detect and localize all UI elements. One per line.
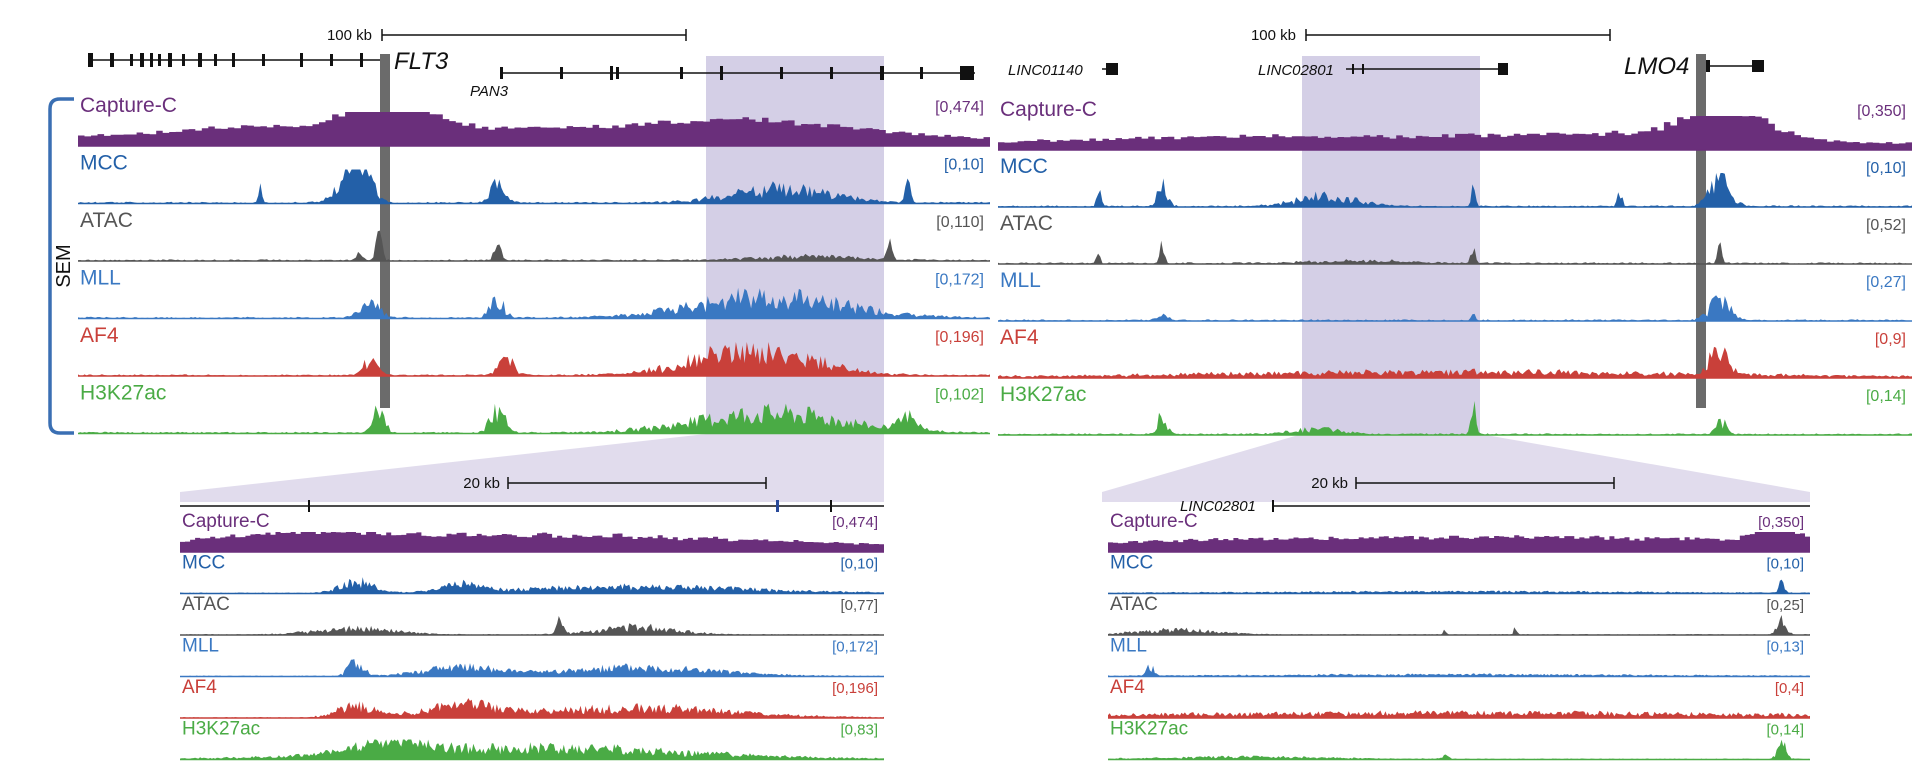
track-range: [0,9] bbox=[1875, 331, 1906, 348]
track-label: Capture-C bbox=[80, 94, 177, 117]
signal-af4-top-left bbox=[78, 342, 990, 376]
track-range: [0,10] bbox=[1766, 556, 1804, 573]
track-label: ATAC bbox=[80, 209, 133, 232]
track-label: H3K27ac bbox=[182, 719, 260, 740]
track-label: ATAC bbox=[182, 594, 230, 615]
track-label: Capture-C bbox=[1110, 511, 1198, 532]
sample-label-sem: SEM bbox=[53, 244, 75, 287]
track-range: [0,10] bbox=[1866, 160, 1906, 177]
track-range: [0,474] bbox=[832, 514, 878, 531]
track-range: [0,350] bbox=[1758, 514, 1804, 531]
track-label: ATAC bbox=[1000, 212, 1053, 235]
scale-label-bottom-right: 20 kb bbox=[1311, 475, 1348, 492]
track-label: Capture-C bbox=[1000, 98, 1097, 121]
gene-track-top-left bbox=[88, 53, 975, 80]
track-range: [0,102] bbox=[935, 387, 984, 404]
signal-h3k27ac-top-left bbox=[78, 403, 990, 434]
gene-label-linc02801-zoom: LINC02801 bbox=[1180, 498, 1256, 515]
panel-top-left: 100 kb bbox=[78, 27, 990, 435]
track-range: [0,110] bbox=[936, 214, 984, 231]
track-label: MLL bbox=[1110, 636, 1147, 657]
signal-af4-bottom-right bbox=[1108, 710, 1810, 718]
signal-capture-c-top-right bbox=[998, 116, 1912, 150]
gene-label-pan3: PAN3 bbox=[470, 83, 509, 100]
track-label: AF4 bbox=[80, 324, 119, 347]
signal-atac-bottom-right bbox=[1108, 615, 1810, 635]
track-range: [0,77] bbox=[840, 597, 878, 614]
scale-label-top-right: 100 kb bbox=[1251, 27, 1296, 44]
signal-af4-top-right bbox=[998, 346, 1912, 378]
signal-af4-bottom-left bbox=[180, 698, 884, 718]
signal-atac-bottom-left bbox=[180, 616, 884, 635]
capture-anchor-lmo4 bbox=[1696, 54, 1706, 408]
track-range: [0,52] bbox=[1866, 217, 1906, 234]
signal-mcc-bottom-left bbox=[180, 577, 884, 594]
track-range: [0,350] bbox=[1857, 103, 1906, 120]
track-label: MLL bbox=[182, 636, 219, 657]
gene-label-lmo4: LMO4 bbox=[1624, 53, 1689, 80]
signal-mcc-top-left bbox=[78, 169, 990, 204]
panel-top-right: 100 kb LINC01140 LINC02801 LMO4 Capture-… bbox=[998, 27, 1912, 436]
track-label: AF4 bbox=[1110, 677, 1145, 698]
track-label: AF4 bbox=[182, 677, 217, 698]
signal-capture-c-top-left bbox=[78, 112, 990, 146]
track-label: H3K27ac bbox=[80, 382, 166, 405]
track-label: MCC bbox=[80, 152, 128, 175]
panel-bottom-right: 20 kb LINC02801 Capture-C [0,350] MCC [0,10… bbox=[1108, 475, 1810, 761]
signal-h3k27ac-bottom-right bbox=[1108, 739, 1810, 760]
signal-mll-bottom-right bbox=[1108, 664, 1810, 677]
gene-label-linc01140: LINC01140 bbox=[1008, 62, 1083, 79]
track-label: MCC bbox=[1110, 553, 1153, 574]
signal-mcc-bottom-right bbox=[1108, 579, 1810, 594]
gene-track-top-right bbox=[1102, 60, 1764, 75]
highlight-region-left bbox=[706, 56, 884, 434]
sem-bracket bbox=[48, 97, 74, 435]
track-range: [0,10] bbox=[944, 157, 984, 174]
capture-anchor-flt3 bbox=[380, 54, 390, 408]
track-label: MCC bbox=[1000, 155, 1048, 178]
signal-capture-c-bottom-right bbox=[1108, 532, 1810, 552]
track-range: [0,27] bbox=[1866, 274, 1906, 291]
highlight-layer bbox=[180, 56, 1810, 502]
gene-label-flt3: FLT3 bbox=[394, 48, 449, 75]
signal-capture-c-bottom-left bbox=[180, 532, 884, 552]
track-range: [0,83] bbox=[840, 722, 878, 739]
track-label: MLL bbox=[80, 267, 121, 290]
track-label: Capture-C bbox=[182, 511, 270, 532]
signal-mll-bottom-left bbox=[180, 659, 884, 677]
track-label: MCC bbox=[182, 553, 225, 574]
track-label: AF4 bbox=[1000, 326, 1039, 349]
tracks-top-right: Capture-C [0,350] MCC [0,10] ATAC [0,52] MLL [0… bbox=[998, 98, 1912, 436]
signal-h3k27ac-bottom-left bbox=[180, 739, 884, 760]
track-range: [0,10] bbox=[840, 556, 878, 573]
gene-label-linc02801: LINC02801 bbox=[1258, 62, 1334, 79]
track-range: [0,14] bbox=[1766, 722, 1804, 739]
track-label: H3K27ac bbox=[1110, 719, 1188, 740]
track-range: [0,474] bbox=[935, 99, 984, 116]
signal-mll-top-left bbox=[78, 287, 990, 319]
track-range: [0,172] bbox=[935, 272, 984, 289]
track-range: [0,25] bbox=[1766, 597, 1804, 614]
track-range: [0,14] bbox=[1866, 388, 1906, 405]
scale-label-top-left: 100 kb bbox=[327, 27, 372, 44]
panel-bottom-left: 20 kb Capture-C [0,474] MCC [0,10] ATAC [0,77… bbox=[180, 475, 884, 761]
gene-track-bottom-right bbox=[1272, 500, 1810, 512]
track-label: ATAC bbox=[1110, 594, 1158, 615]
track-range: [0,196] bbox=[935, 329, 984, 346]
zoom-trapezoid-right bbox=[1102, 434, 1810, 502]
tracks-top-left: Capture-C [0,474] MCC [0,10] ATAC [0,110] MLL [… bbox=[78, 94, 990, 435]
scale-label-bottom-left: 20 kb bbox=[463, 475, 500, 492]
tracks-bottom-left: Capture-C [0,474] MCC [0,10] ATAC [0,77] MLL [0… bbox=[180, 511, 884, 761]
track-label: MLL bbox=[1000, 269, 1041, 292]
track-range: [0,172] bbox=[832, 639, 878, 656]
track-range: [0,4] bbox=[1775, 680, 1804, 697]
track-label: H3K27ac bbox=[1000, 383, 1086, 406]
track-range: [0,196] bbox=[832, 680, 878, 697]
track-range: [0,13] bbox=[1766, 639, 1804, 656]
gene-track-bottom-left bbox=[180, 500, 884, 512]
tracks-bottom-right: Capture-C [0,350] MCC [0,10] ATAC [0,25] MLL [0… bbox=[1108, 511, 1810, 761]
zoom-trapezoid-left bbox=[180, 434, 884, 502]
